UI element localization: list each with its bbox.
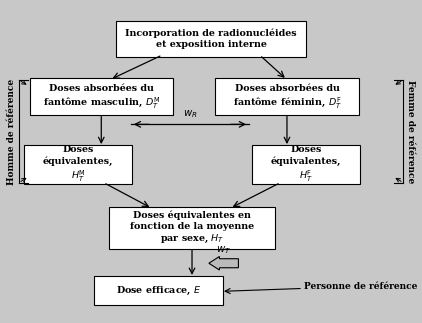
FancyBboxPatch shape <box>24 145 132 184</box>
Text: Doses
équivalentes,
$H_T^\mathrm{F}$: Doses équivalentes, $H_T^\mathrm{F}$ <box>271 145 341 184</box>
FancyBboxPatch shape <box>215 78 359 116</box>
Text: Doses absorbées du
fantôme féminin, $D_T^\mathrm{F}$: Doses absorbées du fantôme féminin, $D_T… <box>233 84 341 110</box>
Text: $w_T$: $w_T$ <box>216 244 231 256</box>
Text: Personne de référence: Personne de référence <box>304 282 417 291</box>
FancyBboxPatch shape <box>252 145 360 184</box>
FancyBboxPatch shape <box>30 78 173 116</box>
FancyBboxPatch shape <box>94 276 223 305</box>
Text: Doses absorbées du
fantôme masculin, $D_T^\mathrm{M}$: Doses absorbées du fantôme masculin, $D_… <box>43 84 160 110</box>
Text: Doses
équivalentes,
$H_T^\mathrm{M}$: Doses équivalentes, $H_T^\mathrm{M}$ <box>43 145 113 184</box>
Text: $w_R$: $w_R$ <box>183 108 197 120</box>
Text: Femme de référence: Femme de référence <box>406 80 415 183</box>
Text: Doses équivalentes en
fonction de la moyenne
par sexe, $H_T$: Doses équivalentes en fonction de la moy… <box>130 210 254 245</box>
Text: Homme de référence: Homme de référence <box>7 78 16 184</box>
FancyArrow shape <box>209 256 238 270</box>
FancyBboxPatch shape <box>109 207 276 249</box>
Text: Incorporation de radionucléides
et exposition interne: Incorporation de radionucléides et expos… <box>125 28 297 49</box>
FancyBboxPatch shape <box>116 21 306 57</box>
Text: Dose efficace, $E$: Dose efficace, $E$ <box>116 285 201 297</box>
